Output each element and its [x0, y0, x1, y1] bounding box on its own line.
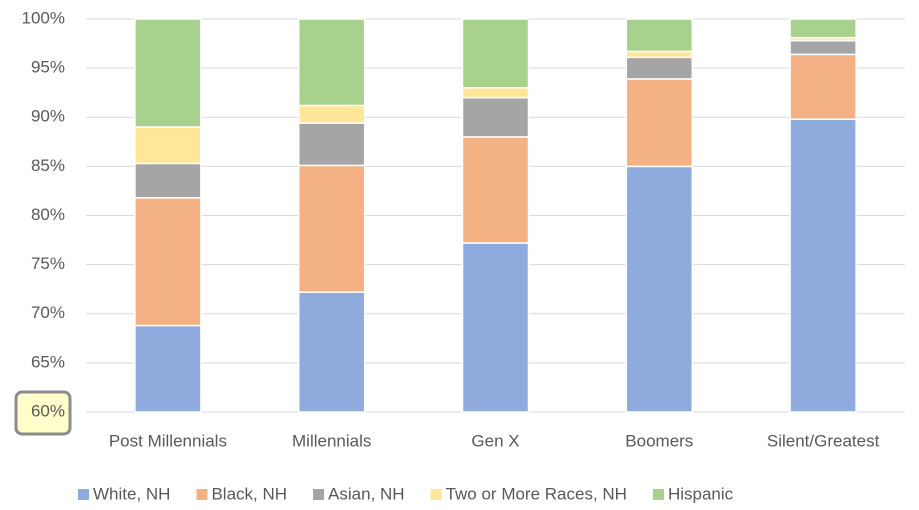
legend-swatch	[652, 489, 664, 500]
bar-segment	[134, 18, 202, 128]
bar-segment	[134, 162, 202, 199]
y-tick-label: 80%	[31, 205, 65, 224]
bar-segment	[789, 118, 857, 413]
bar-segment	[461, 18, 530, 89]
bar-segment	[461, 242, 530, 413]
bar-segment	[625, 18, 694, 53]
x-tick-label: Boomers	[625, 431, 693, 450]
legend-swatch	[196, 489, 208, 500]
y-tick-label: 70%	[31, 303, 65, 322]
bar-segment	[297, 291, 366, 413]
legend-label: Black, NH	[211, 484, 287, 503]
bar-segment	[461, 96, 530, 138]
legend-label: Asian, NH	[328, 484, 405, 503]
legend-swatch	[313, 489, 325, 500]
bar-segment	[297, 18, 366, 107]
y-tick-label: 95%	[31, 58, 65, 77]
bar-segment	[789, 39, 857, 56]
y-tick-label: 60%	[31, 401, 65, 420]
bar-segment	[625, 56, 694, 80]
y-tick-label: 90%	[31, 107, 65, 126]
bar-segment	[134, 197, 202, 327]
legend-label: Two or More Races, NH	[446, 484, 627, 503]
bar-segment	[297, 122, 366, 167]
bar-segment	[625, 50, 694, 59]
bar-segment	[625, 78, 694, 168]
bar-segment	[789, 18, 857, 39]
x-tick-label: Silent/Greatest	[767, 431, 880, 450]
bar-segment	[461, 87, 530, 99]
x-tick-label: Gen X	[471, 431, 519, 450]
bar-segment	[461, 136, 530, 244]
y-tick-label: 100%	[22, 8, 65, 27]
y-tick-label: 75%	[31, 254, 65, 273]
legend-swatch	[430, 489, 442, 500]
bar-segment	[134, 324, 202, 413]
legend-label: Hispanic	[668, 484, 734, 503]
bar-segment	[789, 53, 857, 120]
legend-label: White, NH	[93, 484, 170, 503]
bar-segment	[134, 126, 202, 165]
legend-swatch	[78, 489, 89, 500]
y-tick-label: 65%	[31, 352, 65, 371]
x-tick-label: Millennials	[292, 431, 371, 450]
tick-highlight	[14, 390, 72, 436]
y-tick-label: 85%	[31, 156, 65, 175]
bar-segment	[297, 164, 366, 293]
bar-segment	[297, 104, 366, 124]
bar-segment	[625, 165, 694, 413]
x-tick-label: Post Millennials	[109, 431, 227, 450]
